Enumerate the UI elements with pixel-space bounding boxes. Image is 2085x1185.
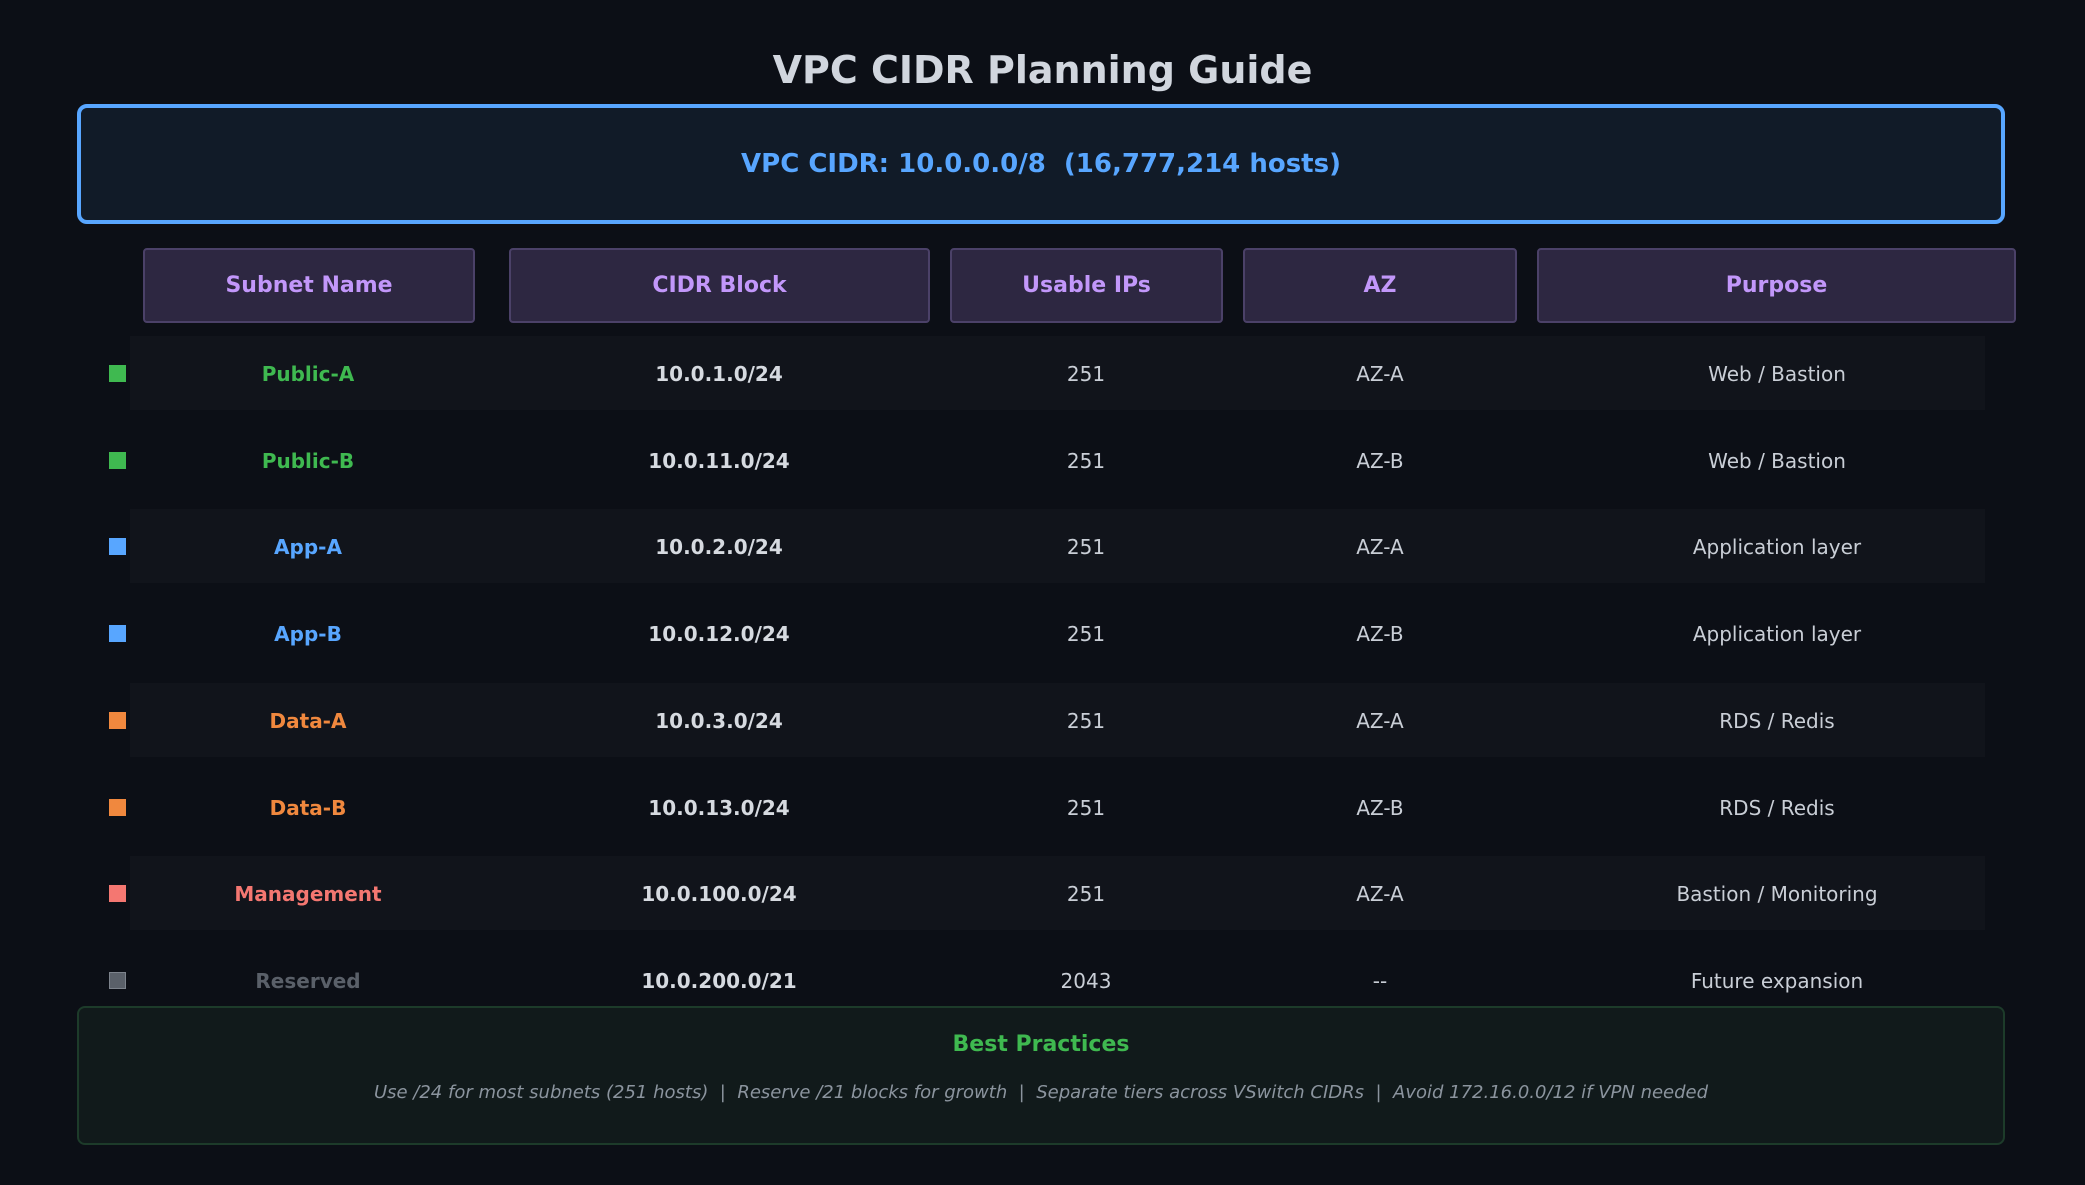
cell-purpose: Web / Bastion: [1708, 362, 1846, 386]
tier-color-swatch: [109, 451, 126, 469]
vpc-cidr-banner: VPC CIDR: 10.0.0.0/8 (16,777,214 hosts): [77, 104, 2005, 224]
cell-availability-zone: AZ-B: [1356, 448, 1404, 473]
cell-subnet-name: Reserved: [255, 968, 361, 993]
cell-purpose: Future expansion: [1690, 968, 1864, 993]
cell-availability-zone: AZ-A: [1356, 362, 1404, 386]
header-cidr-block: CIDR Block: [509, 248, 930, 323]
tier-color-swatch: [109, 625, 126, 643]
cell-cidr-block: 10.0.11.0/24: [648, 448, 790, 473]
best-practices-title: Best Practices: [952, 1032, 1130, 1057]
cell-cidr-block: 10.0.1.0/24: [655, 362, 783, 386]
cell-usable-ips: 251: [1066, 795, 1106, 820]
cell-purpose: RDS / Redis: [1719, 708, 1835, 733]
cell-cidr-block: 10.0.2.0/24: [655, 535, 783, 560]
header-usable-ips: Usable IPs: [950, 248, 1223, 323]
cell-usable-ips: 251: [1066, 882, 1106, 907]
cell-availability-zone: AZ-A: [1356, 535, 1404, 560]
cell-usable-ips: 251: [1066, 708, 1106, 733]
cell-usable-ips: 251: [1066, 535, 1106, 560]
cell-availability-zone: AZ-B: [1356, 795, 1404, 820]
cell-usable-ips: 251: [1066, 362, 1106, 386]
cell-cidr-block: 10.0.100.0/24: [641, 882, 797, 907]
cell-subnet-name: Public-B: [261, 448, 355, 473]
cell-cidr-block: 10.0.200.0/21: [641, 968, 797, 993]
cell-usable-ips: 251: [1066, 448, 1106, 473]
tier-color-swatch: [109, 711, 126, 729]
tier-color-swatch: [109, 365, 126, 382]
cell-availability-zone: AZ-A: [1356, 708, 1404, 733]
cell-availability-zone: AZ-A: [1356, 882, 1404, 907]
cell-purpose: Application layer: [1692, 535, 1862, 560]
table-row: [130, 856, 1985, 931]
header-subnet-name: Subnet Name: [143, 248, 475, 323]
tier-color-swatch: [109, 971, 126, 989]
cell-availability-zone: --: [1372, 968, 1388, 993]
table-row: [130, 336, 1985, 410]
tier-color-swatch: [109, 798, 126, 816]
tier-color-swatch: [109, 538, 126, 556]
table-row: [130, 682, 1985, 757]
cell-subnet-name: Data-B: [269, 795, 347, 820]
table-row: [130, 509, 1985, 584]
cell-purpose: RDS / Redis: [1719, 795, 1835, 820]
cell-usable-ips: 2043: [1060, 968, 1112, 993]
cell-cidr-block: 10.0.12.0/24: [648, 622, 790, 647]
cell-cidr-block: 10.0.3.0/24: [655, 708, 783, 733]
cell-cidr-block: 10.0.13.0/24: [648, 795, 790, 820]
cell-purpose: Application layer: [1692, 622, 1862, 647]
cell-purpose: Web / Bastion: [1708, 448, 1846, 473]
cell-subnet-name: Management: [234, 882, 382, 907]
best-practices-text: Use /24 for most subnets (251 hosts) | R…: [373, 1082, 1709, 1103]
tier-color-swatch: [109, 885, 126, 903]
cell-subnet-name: App-B: [274, 622, 342, 647]
page-title: VPC CIDR Planning Guide: [772, 48, 1313, 92]
header-purpose: Purpose: [1537, 248, 2016, 323]
cell-availability-zone: AZ-B: [1356, 622, 1404, 647]
cell-subnet-name: App-A: [274, 535, 342, 560]
best-practices-panel: Best Practices Use /24 for most subnets …: [77, 1006, 2005, 1145]
vpc-cidr-text: VPC CIDR: 10.0.0.0/8 (16,777,214 hosts): [741, 149, 1341, 179]
cell-subnet-name: Data-A: [269, 708, 347, 733]
cell-subnet-name: Public-A: [261, 362, 355, 386]
cell-usable-ips: 251: [1066, 622, 1106, 647]
header-az: AZ: [1243, 248, 1517, 323]
cell-purpose: Bastion / Monitoring: [1676, 882, 1878, 907]
